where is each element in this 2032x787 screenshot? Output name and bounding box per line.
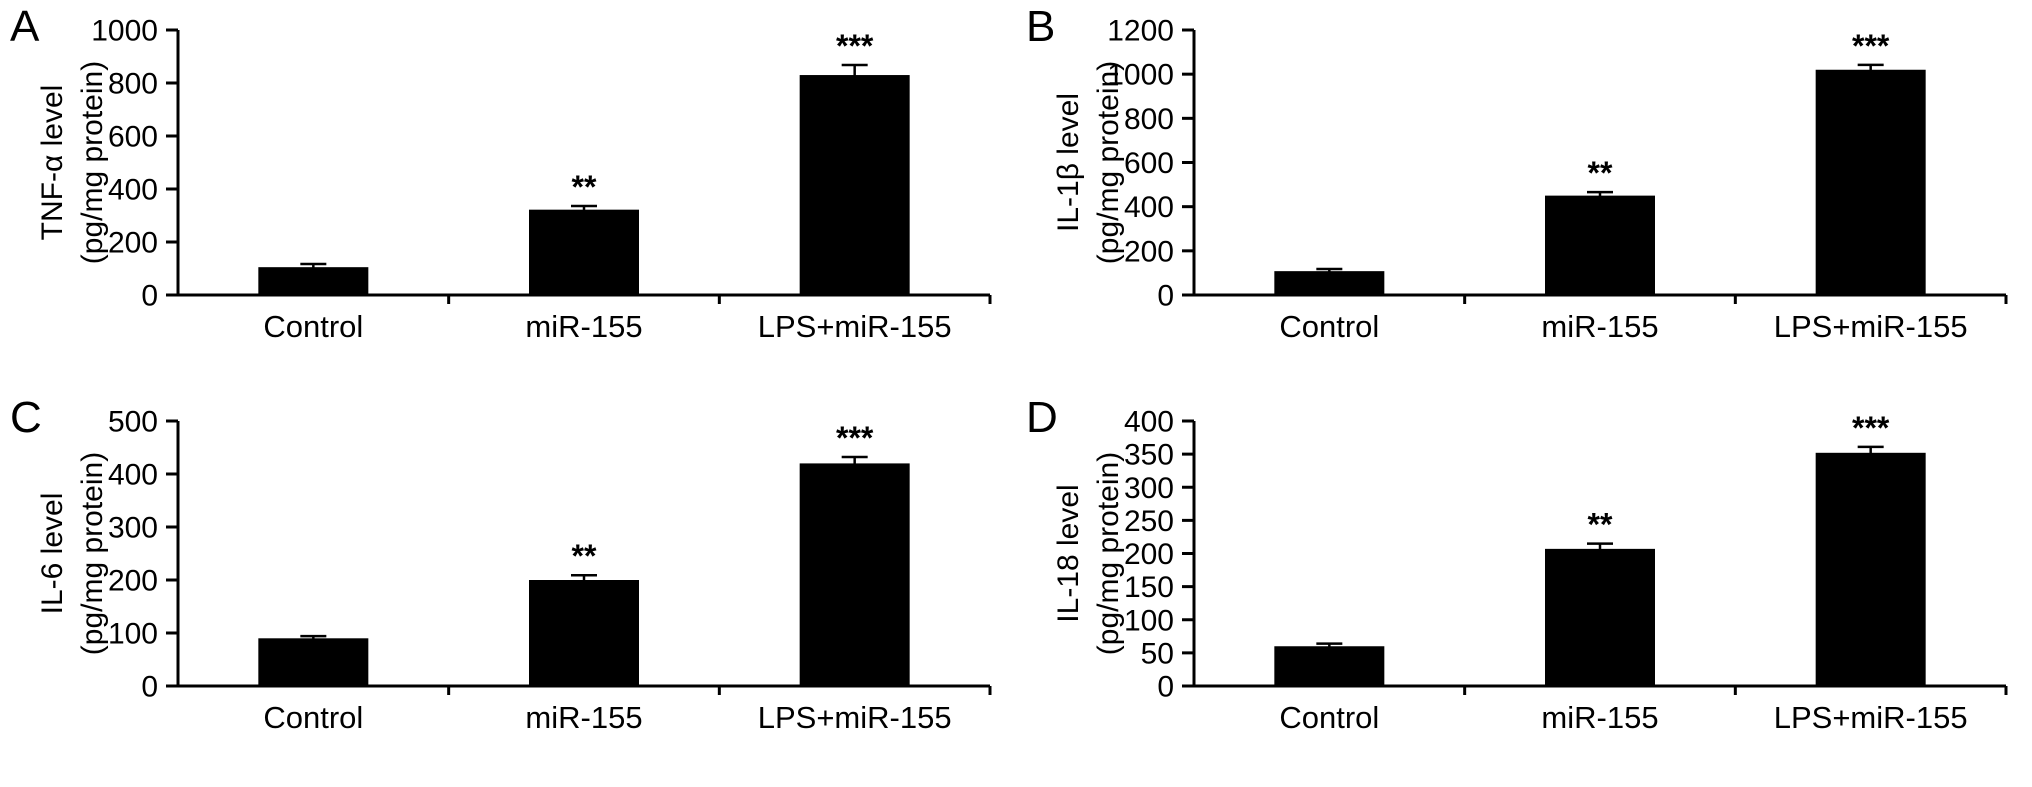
y-axis-title-line1: IL-6 level: [36, 493, 69, 615]
y-tick-label: 0: [141, 671, 158, 704]
bar: [1274, 271, 1385, 295]
y-tick-label: 300: [108, 512, 158, 545]
bar: [1815, 69, 1926, 295]
panel-c: C IL-6 level (pg/mg protein) 0 100 200 300 400…: [0, 391, 1016, 782]
error-bar: [1857, 445, 1884, 461]
y-tick-label: 1200: [1107, 15, 1174, 48]
y-tick-label: 0: [141, 280, 158, 313]
error-bar: [841, 63, 868, 87]
error-bar: [571, 573, 597, 587]
significance-stars: ***: [836, 28, 874, 64]
y-tick-label: 1000: [1107, 59, 1174, 92]
bar: [1545, 548, 1655, 686]
y-tick-label: 100: [108, 618, 158, 651]
y-tick-label: 200: [108, 227, 158, 260]
significance-stars: ***: [836, 420, 874, 456]
x-category-label: LPS+miR-155: [758, 309, 952, 344]
bar: [529, 580, 639, 686]
y-tick-label: 400: [1124, 191, 1174, 224]
y-tick-label: 800: [108, 68, 158, 101]
x-category-label: miR-155: [525, 309, 642, 344]
error-bar: [841, 455, 868, 472]
x-category-label: LPS+miR-155: [758, 700, 952, 735]
y-tick-label: 150: [1124, 571, 1174, 604]
y-axis-title-line1: TNF-α level: [36, 85, 69, 241]
bar-chart-tnf-alpha: TNF-α level (pg/mg protein) 0 200 400 600 800 1…: [36, 15, 992, 344]
y-tick-label: 800: [1124, 103, 1174, 136]
error-bar: [300, 262, 327, 272]
y-tick-label: 200: [1124, 538, 1174, 571]
panel-letter: C: [10, 393, 42, 442]
significance-stars: ***: [1852, 410, 1890, 446]
bar: [799, 75, 910, 295]
bar: [529, 209, 639, 295]
bar: [258, 638, 369, 686]
panel-a: A TNF-α level (pg/mg protein) 0 200 400 600 80…: [0, 0, 1016, 391]
significance-stars: **: [1588, 155, 1613, 191]
y-tick-label: 50: [1141, 637, 1174, 670]
y-tick-label: 600: [1124, 147, 1174, 180]
y-tick-label: 500: [108, 406, 158, 439]
panel-letter: B: [1026, 2, 1056, 51]
y-tick-label: 350: [1124, 439, 1174, 472]
y-axis-title-line1: IL-1β level: [1052, 93, 1085, 232]
significance-stars: **: [572, 169, 597, 205]
x-category-label: Control: [1279, 309, 1379, 344]
x-category-label: miR-155: [525, 700, 642, 735]
y-tick-label: 400: [108, 459, 158, 492]
significance-stars: **: [1588, 507, 1613, 543]
y-tick-label: 400: [1124, 406, 1174, 439]
error-bar: [1587, 542, 1613, 556]
x-category-label: Control: [263, 700, 363, 735]
y-axis-title-line2: (pg/mg protein): [76, 61, 109, 264]
error-bar: [300, 634, 327, 642]
y-tick-label: 1000: [91, 15, 158, 48]
error-bar: [571, 204, 597, 215]
bar: [1545, 195, 1655, 295]
bar-chart-il-18: IL-18 level (pg/mg protein) 05010015020025…: [1052, 406, 2008, 735]
x-category-label: miR-155: [1541, 309, 1658, 344]
error-bar: [1316, 642, 1343, 651]
bar: [799, 463, 910, 686]
y-tick-label: 300: [1124, 472, 1174, 505]
x-category-label: LPS+miR-155: [1774, 309, 1968, 344]
y-axis-title-line2: (pg/mg protein): [76, 452, 109, 655]
y-tick-label: 200: [108, 565, 158, 598]
error-bar: [1316, 267, 1343, 275]
y-tick-label: 200: [1124, 235, 1174, 268]
significance-stars: **: [572, 538, 597, 574]
x-category-label: miR-155: [1541, 700, 1658, 735]
y-tick-label: 0: [1157, 671, 1174, 704]
panel-b: B IL-1β level (pg/mg protein) 0 200 400 600 80…: [1016, 0, 2032, 391]
y-tick-label: 100: [1124, 604, 1174, 637]
panel-letter: A: [10, 2, 40, 51]
y-tick-label: 600: [108, 121, 158, 154]
x-category-label: Control: [1279, 700, 1379, 735]
bar: [258, 267, 369, 295]
panel-letter: D: [1026, 393, 1058, 442]
y-axis-title-line2: (pg/mg protein): [1092, 61, 1125, 264]
x-category-label: Control: [263, 309, 363, 344]
y-tick-label: 0: [1157, 280, 1174, 313]
bar-chart-il-6: IL-6 level (pg/mg protein) 0 100 200 300 400 50…: [36, 406, 992, 735]
panel-d: D IL-18 level (pg/mg protein) 0 50 100 150 200…: [1016, 391, 2032, 782]
y-axis-title-line2: (pg/mg protein): [1092, 452, 1125, 655]
bar: [1274, 646, 1385, 686]
y-tick-label: 400: [108, 174, 158, 207]
y-axis-title-line1: IL-18 level: [1052, 484, 1085, 622]
bar: [1815, 452, 1926, 686]
bar-chart-il-1beta: IL-1β level (pg/mg protein) 0 200 400 600 800 1…: [1052, 15, 2008, 344]
y-tick-label: 250: [1124, 505, 1174, 538]
significance-stars: ***: [1852, 28, 1890, 64]
error-bar: [1587, 190, 1613, 201]
x-category-label: LPS+miR-155: [1774, 700, 1968, 735]
error-bar: [1857, 63, 1884, 76]
